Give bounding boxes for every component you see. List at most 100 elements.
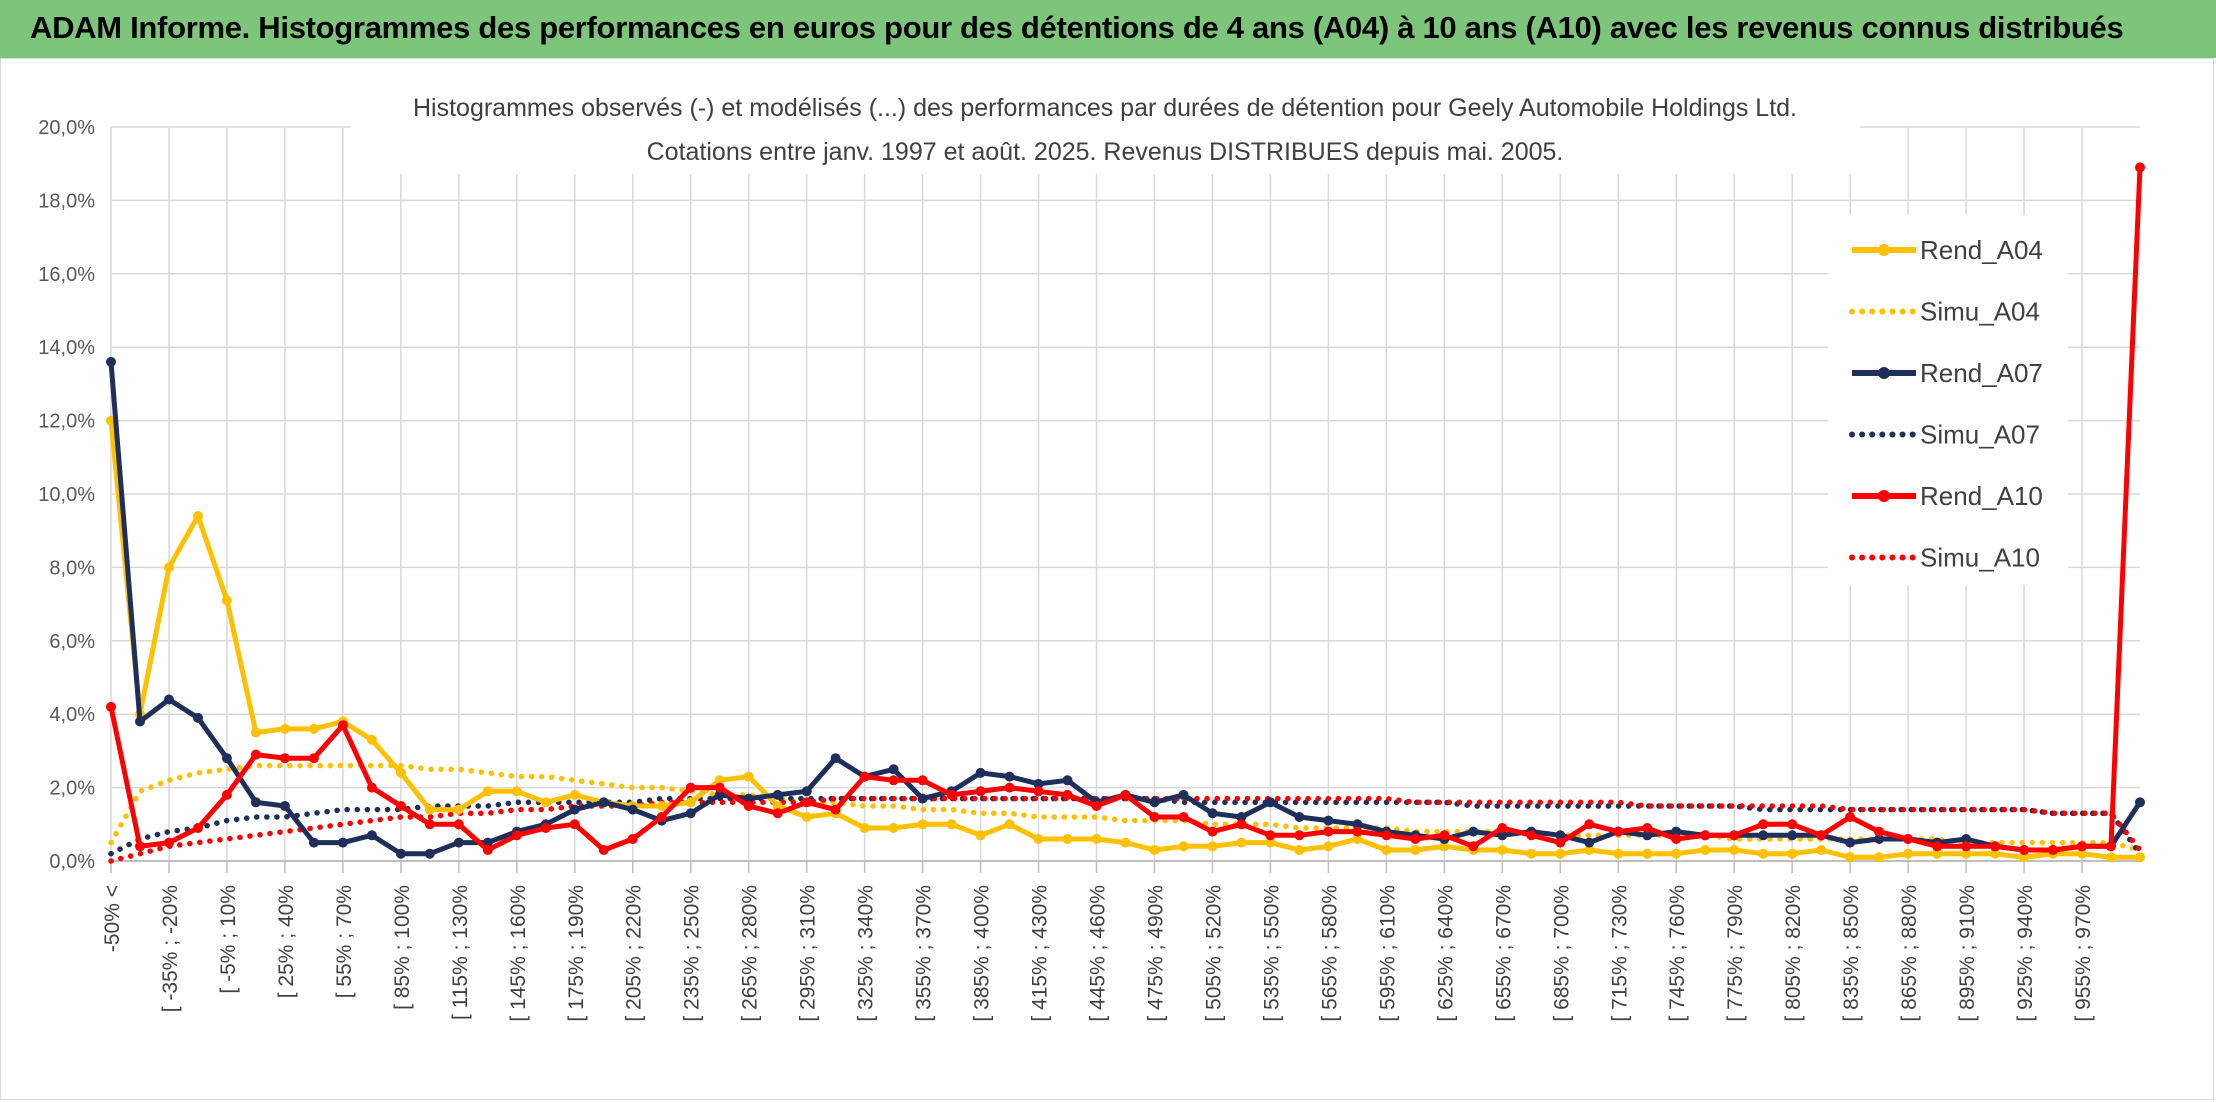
data-point [366, 782, 377, 793]
data-point [2077, 848, 2087, 859]
data-point [308, 723, 319, 734]
data-point [772, 801, 783, 811]
x-tick-label: [ 145% ; 160% [507, 885, 530, 1022]
data-point [1642, 848, 1653, 859]
data-point [1555, 848, 1566, 859]
data-point [2106, 841, 2116, 852]
data-point [1874, 826, 1885, 837]
data-point [830, 804, 841, 815]
data-point [366, 734, 377, 745]
data-point [1584, 819, 1595, 830]
data-point [627, 834, 638, 844]
data-point [801, 797, 812, 808]
data-point [1787, 819, 1798, 830]
data-point [2019, 852, 2030, 863]
data-point [1729, 845, 1740, 855]
data-point [975, 767, 986, 778]
data-point [1845, 812, 1856, 822]
data-point [1236, 819, 1247, 830]
data-point [830, 753, 841, 764]
data-point [1120, 837, 1131, 848]
data-point [366, 830, 377, 841]
data-point [801, 812, 812, 822]
legend-item: Simu_A04 [1849, 297, 2040, 327]
data-point [193, 712, 203, 723]
data-point [1468, 826, 1479, 837]
data-point [1207, 826, 1218, 837]
y-tick-label: 20,0% [38, 117, 95, 139]
data-point [1294, 812, 1305, 822]
data-point [1265, 797, 1276, 808]
x-tick-label: [ 625% ; 640% [1434, 885, 1457, 1022]
data-point [569, 789, 580, 800]
data-point [975, 830, 986, 841]
data-point [714, 775, 725, 786]
data-point [164, 837, 174, 848]
data-point [482, 786, 493, 797]
data-point [1033, 778, 1044, 789]
x-tick-label: [ 685% ; 700% [1550, 885, 1573, 1022]
data-point [1381, 845, 1392, 855]
data-point [1352, 826, 1363, 837]
data-point [193, 511, 203, 521]
legend-marker [1878, 244, 1890, 256]
data-point [250, 727, 261, 738]
data-point [1758, 848, 1769, 859]
data-point [424, 804, 435, 815]
legend-item: Rend_A07 [1852, 358, 2043, 388]
data-point [221, 789, 232, 800]
data-point [1758, 819, 1769, 830]
data-point [279, 753, 290, 764]
data-point [743, 793, 754, 804]
header-banner: ADAM Informe. Histogrammes des performan… [0, 0, 2216, 58]
data-point [1555, 830, 1566, 841]
data-point [279, 723, 290, 734]
data-point [1787, 830, 1798, 841]
data-point [135, 716, 145, 727]
data-point [772, 789, 783, 800]
legend-label: Rend_A04 [1920, 235, 2043, 265]
data-point [1410, 845, 1421, 855]
data-point [1816, 830, 1827, 841]
x-tick-label: [ 235% ; 250% [681, 885, 704, 1022]
data-point [2135, 162, 2145, 173]
data-point [1787, 848, 1798, 859]
data-point [250, 749, 261, 760]
data-point [1381, 830, 1392, 841]
data-point [1149, 797, 1160, 808]
data-point [975, 786, 986, 797]
data-point [106, 356, 116, 367]
data-point [1265, 837, 1276, 848]
data-point [164, 694, 174, 705]
chart-subtitle: Cotations entre janv. 1997 et août. 2025… [647, 138, 1564, 166]
data-point [1178, 841, 1189, 852]
y-tick-label: 8,0% [49, 557, 95, 579]
x-tick-label: [ 505% ; 520% [1202, 885, 1225, 1022]
series-line [108, 762, 2143, 853]
data-point [1874, 834, 1885, 844]
x-tick-label: [ 835% ; 850% [1840, 885, 1863, 1022]
data-point [714, 782, 725, 793]
data-point [250, 797, 261, 808]
legend-label: Simu_A10 [1920, 543, 2040, 573]
data-point [1062, 834, 1073, 844]
x-tick-label: [ 655% ; 670% [1492, 885, 1515, 1022]
data-point [656, 812, 667, 822]
x-tick-label: [ 535% ; 550% [1260, 885, 1283, 1022]
data-point [656, 801, 667, 811]
x-tick-label: [ 55% ; 70% [333, 885, 356, 998]
x-tick-label: [ 475% ; 490% [1144, 885, 1167, 1022]
legend-box [1828, 215, 2068, 585]
y-tick-label: 10,0% [38, 484, 95, 506]
data-point [1555, 837, 1566, 848]
data-point [1816, 845, 1827, 855]
x-tick-label: [ 775% ; 790% [1724, 885, 1747, 1022]
data-point [2106, 852, 2116, 863]
data-point [1758, 830, 1769, 841]
x-tick-label: [ 415% ; 430% [1029, 885, 1052, 1022]
data-point [917, 819, 928, 830]
x-tick-label: [ 805% ; 820% [1782, 885, 1805, 1022]
data-point [135, 841, 145, 852]
data-point [337, 837, 348, 848]
legend-item: Rend_A04 [1852, 235, 2043, 265]
